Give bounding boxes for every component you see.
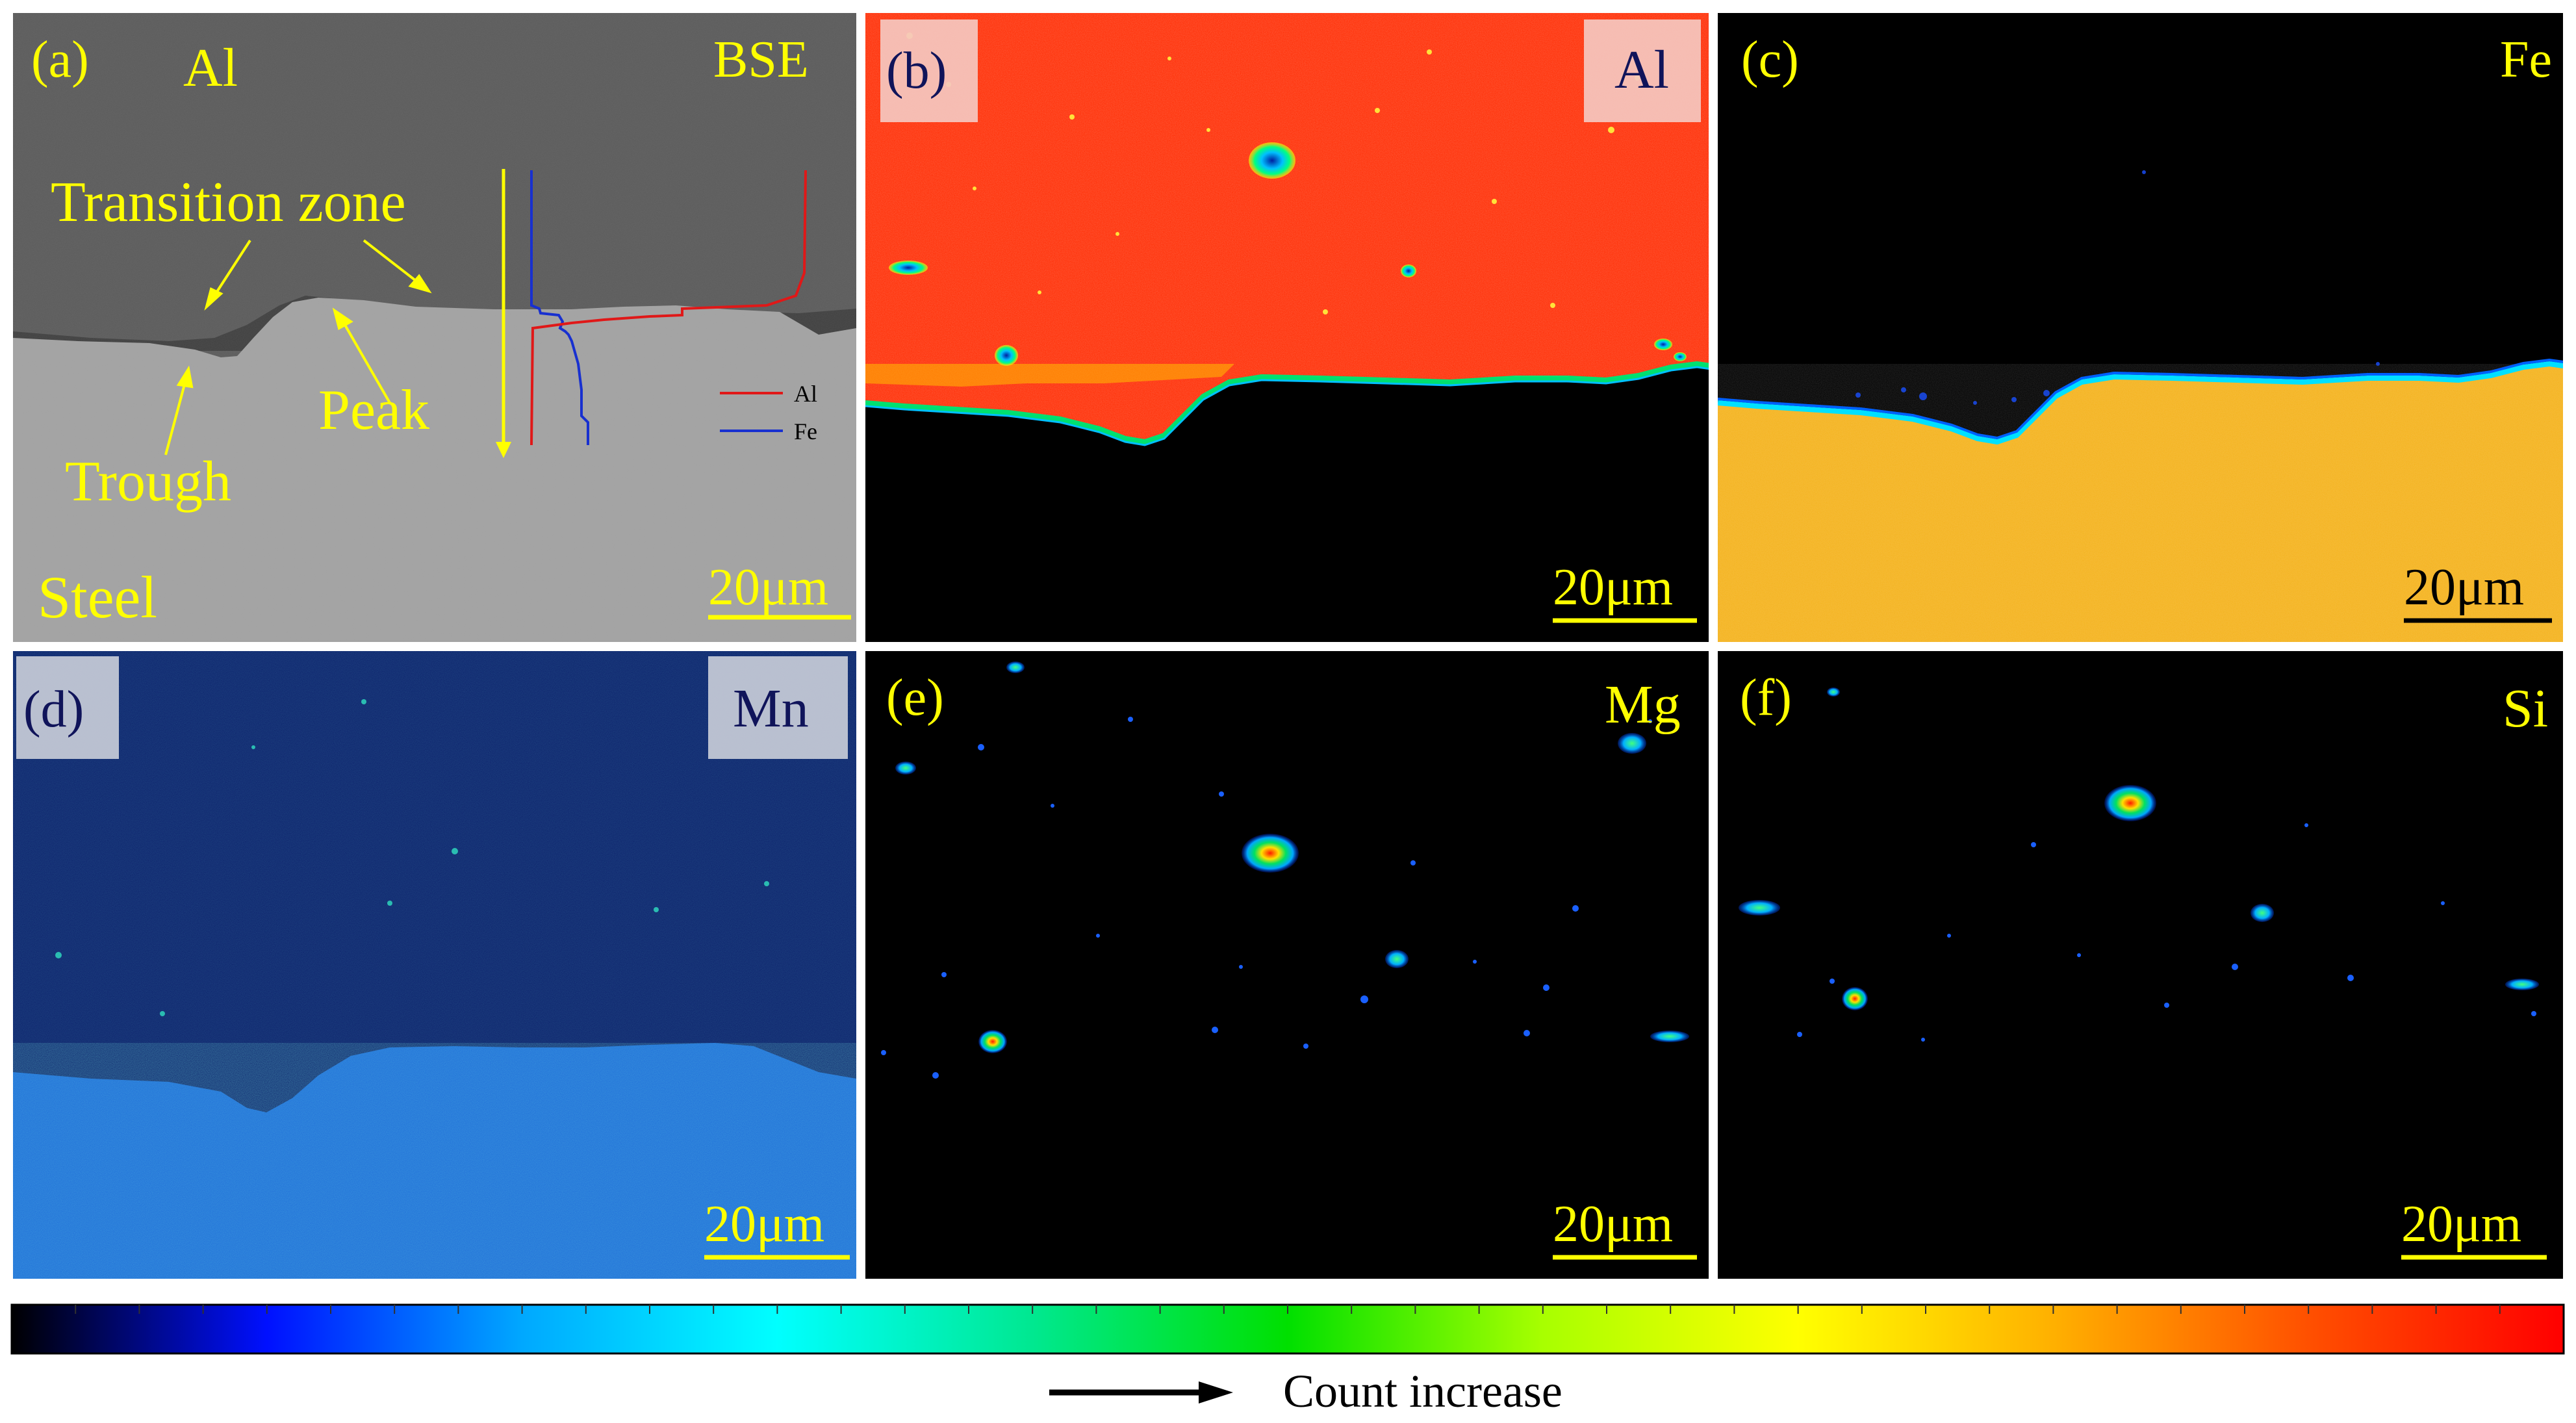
label-steel-region: Steel [38, 564, 157, 630]
label-transition-zone: Transition zone [51, 171, 406, 234]
element-label-mn: Mn [733, 678, 809, 739]
panel-label-c: (c) [1741, 31, 1799, 88]
colorbar-caption: Count increase [1283, 1365, 1562, 1417]
element-label-si: Si [2503, 678, 2548, 739]
legend-al-label: Al [794, 381, 817, 407]
panel-label-f: (f) [1740, 669, 1792, 726]
legend-fe-label: Fe [794, 418, 817, 444]
scale-bar-label-c: 20μm [2404, 559, 2524, 616]
panel-f-si-map: (f) Si 20μm [1718, 651, 2563, 1279]
panel-label-e: (e) [886, 669, 944, 726]
scale-bar-label-a: 20μm [708, 559, 828, 616]
label-trough: Trough [65, 450, 231, 513]
element-label-fe: Fe [2500, 31, 2552, 88]
panel-e-mg-map: (e) Mg 20μm [865, 651, 1709, 1279]
panel-label-d: (d) [23, 681, 84, 738]
panel-label-a: (a) [31, 31, 89, 88]
count-colorbar [10, 1303, 2565, 1355]
colorbar-ticks [75, 1305, 2501, 1314]
element-label-al: Al [1614, 40, 1669, 100]
scale-bar-label-d: 20μm [704, 1196, 824, 1253]
panel-c-fe-map: (c) Fe 20μm [1718, 13, 2563, 642]
label-al-region: Al [183, 38, 238, 98]
fe-profile-line [530, 170, 589, 445]
element-label-mg: Mg [1605, 674, 1681, 735]
panel-d-mn-map: (d) Mn 20μm [13, 651, 856, 1279]
profile-legend: Al Fe [720, 381, 817, 444]
scale-bar-label-b: 20μm [1553, 559, 1673, 616]
al-profile-line [530, 170, 807, 446]
annotation-arrows [164, 239, 432, 455]
count-increase-caption: Count increase [1049, 1365, 1562, 1417]
panel-b-al-map: (b) Al 20μm [865, 13, 1709, 642]
scale-bar-label-e: 20μm [1553, 1196, 1673, 1253]
panel-a-bse-image: Al Fe (a) Al BSE Transition zone Peak Tr… [13, 13, 856, 642]
panel-label-b: (b) [886, 42, 947, 99]
element-label-bse: BSE [713, 31, 809, 88]
label-peak: Peak [318, 379, 429, 442]
scale-bar-label-f: 20μm [2401, 1196, 2521, 1253]
